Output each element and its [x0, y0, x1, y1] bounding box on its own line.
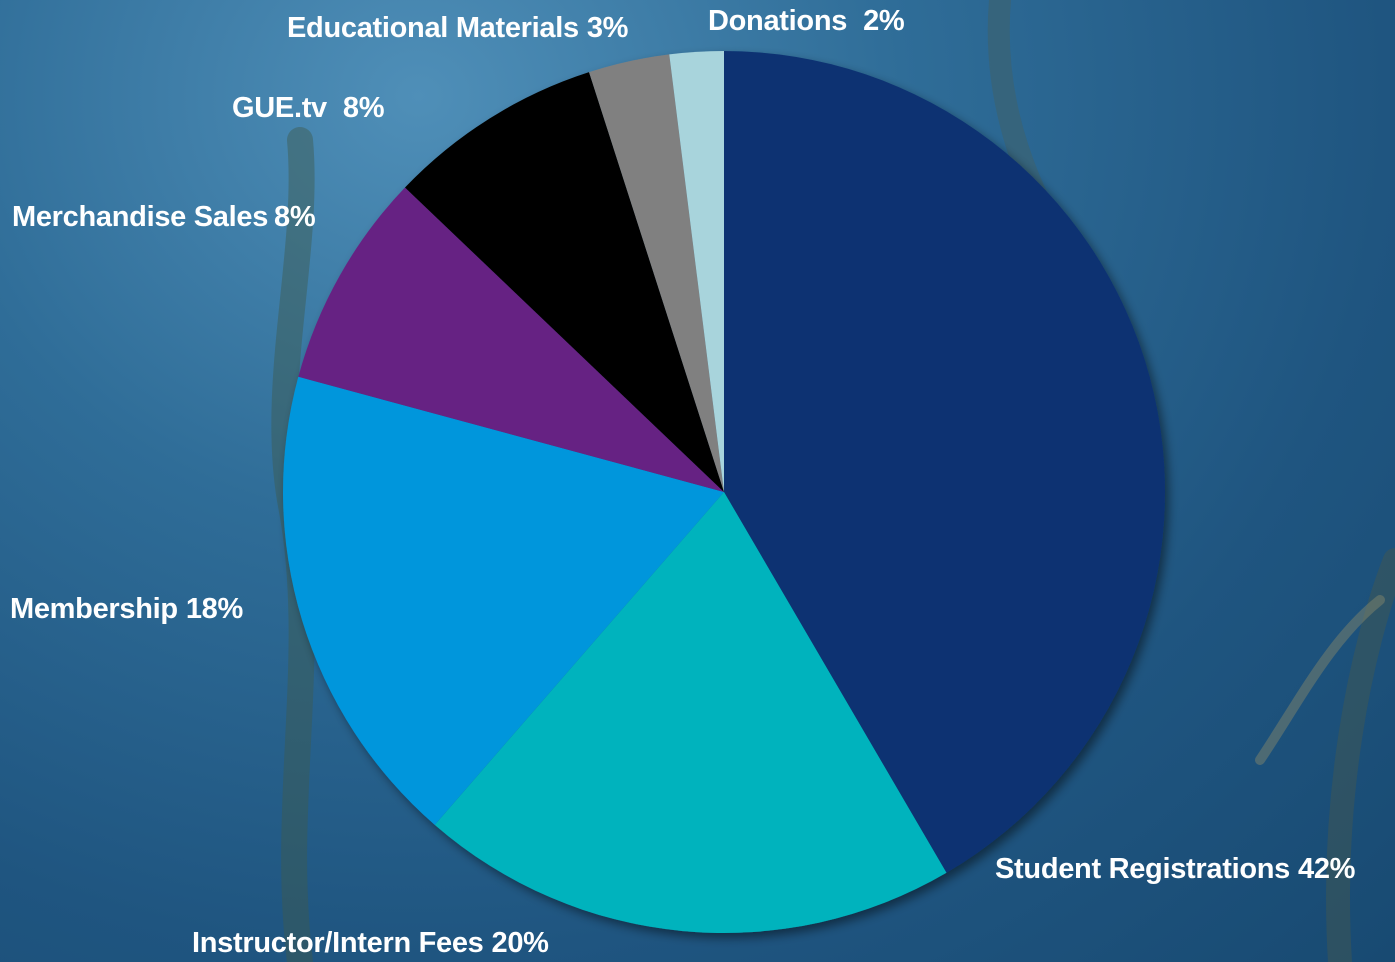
slice-value: 2% [863, 5, 905, 37]
slice-label: Student Registrations 42% [995, 853, 1356, 885]
pie-slice [589, 54, 724, 492]
slice-name: Donations [708, 5, 847, 37]
slice-label: Donations 2% [708, 5, 905, 37]
slice-name: GUE.tv [232, 92, 327, 124]
pie-slice [724, 51, 1165, 873]
slice-name: Merchandise Sales [12, 201, 268, 233]
labels: Student Registrations 42% Instructor/Inter… [10, 5, 1356, 959]
slice-name: Membership [10, 593, 178, 625]
pie-slice [404, 72, 724, 492]
slice-label: Educational Materials 3% [287, 12, 629, 44]
slice-value: 3% [587, 12, 629, 44]
pie-slice [298, 187, 724, 492]
pie-slice [434, 492, 947, 934]
slice-label: Instructor/Intern Fees 20% [192, 927, 549, 959]
slice-label: GUE.tv 8% [232, 92, 385, 124]
pie-slice [669, 51, 724, 492]
slice-value: 8% [274, 201, 316, 233]
slice-label: Membership 18% [10, 593, 243, 625]
slice-value: 18% [186, 593, 244, 625]
slice-label: Merchandise Sales 8% [12, 201, 316, 233]
slice-name: Student Registrations [995, 853, 1290, 885]
slice-value: 8% [343, 92, 385, 124]
slice-name: Educational Materials [287, 12, 579, 44]
slice-value: 20% [492, 927, 550, 959]
slice-name: Instructor/Intern Fees [192, 927, 484, 959]
pie-slice [283, 376, 724, 825]
pie [283, 51, 1165, 934]
slice-value: 42% [1298, 853, 1356, 885]
